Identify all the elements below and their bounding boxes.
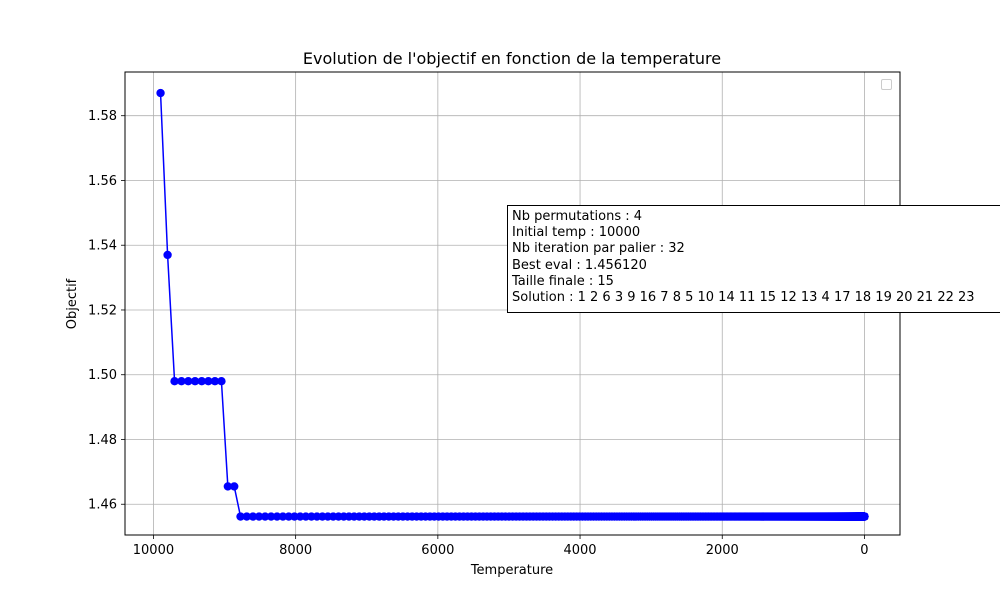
x-tick-label: 0 [860,543,868,558]
data-point [236,512,245,521]
data-point [210,377,220,386]
legend-box [881,79,892,90]
data-point [254,512,264,521]
x-axis: 10000 8000 6000 4000 2000 0 [133,535,869,558]
y-tick-label: 1.52 [88,303,117,318]
y-tick-label: 1.54 [88,239,117,254]
data-point [242,512,251,521]
annotation-line: Nb iteration par palier : 32 [512,241,685,257]
data-point [170,377,179,386]
data-point [190,377,200,386]
x-tick-label: 6000 [421,543,454,558]
data-point [260,512,270,521]
data-point [266,512,276,521]
data-point [860,512,869,521]
data-point [278,512,288,521]
y-tick-label: 1.50 [88,368,117,383]
series-line [156,88,869,521]
data-point [272,512,282,521]
y-tick-label: 1.48 [88,433,117,448]
data-point [284,512,293,521]
annotation-line: Taille finale : 15 [512,273,614,289]
x-tick-label: 2000 [706,543,739,558]
data-point [197,377,206,386]
annotation-box: Nb permutations : 4 Initial temp : 10000… [507,205,1000,313]
x-tick-label: 8000 [279,543,312,558]
annotation-line: Solution : 1 2 6 3 9 16 7 8 5 10 14 11 1… [512,290,975,306]
y-tick-label: 1.58 [88,109,117,124]
annotation-line: Initial temp : 10000 [512,225,641,241]
data-point [177,377,186,386]
x-tick-label: 10000 [133,543,174,558]
annotation-line: Best eval : 1.456120 [512,257,647,273]
annotation-line: Nb permutations : 4 [512,209,643,224]
y-axis: 1.46 1.48 1.50 1.52 1.54 1.56 1.58 [88,109,125,513]
x-axis-label: Temperature [470,563,553,578]
data-point [184,377,193,386]
data-point [217,377,226,386]
data-point [204,377,213,386]
y-tick-label: 1.46 [88,498,117,513]
x-tick-label: 4000 [563,543,596,558]
chart-title: Evolution de l'objectif en fonction de l… [303,49,721,68]
y-axis-label: Objectif [65,278,80,329]
data-point [230,482,239,491]
data-point [223,482,233,491]
y-tick-label: 1.56 [88,174,117,189]
data-point [248,512,258,521]
data-point [163,250,172,260]
data-point [156,88,165,98]
